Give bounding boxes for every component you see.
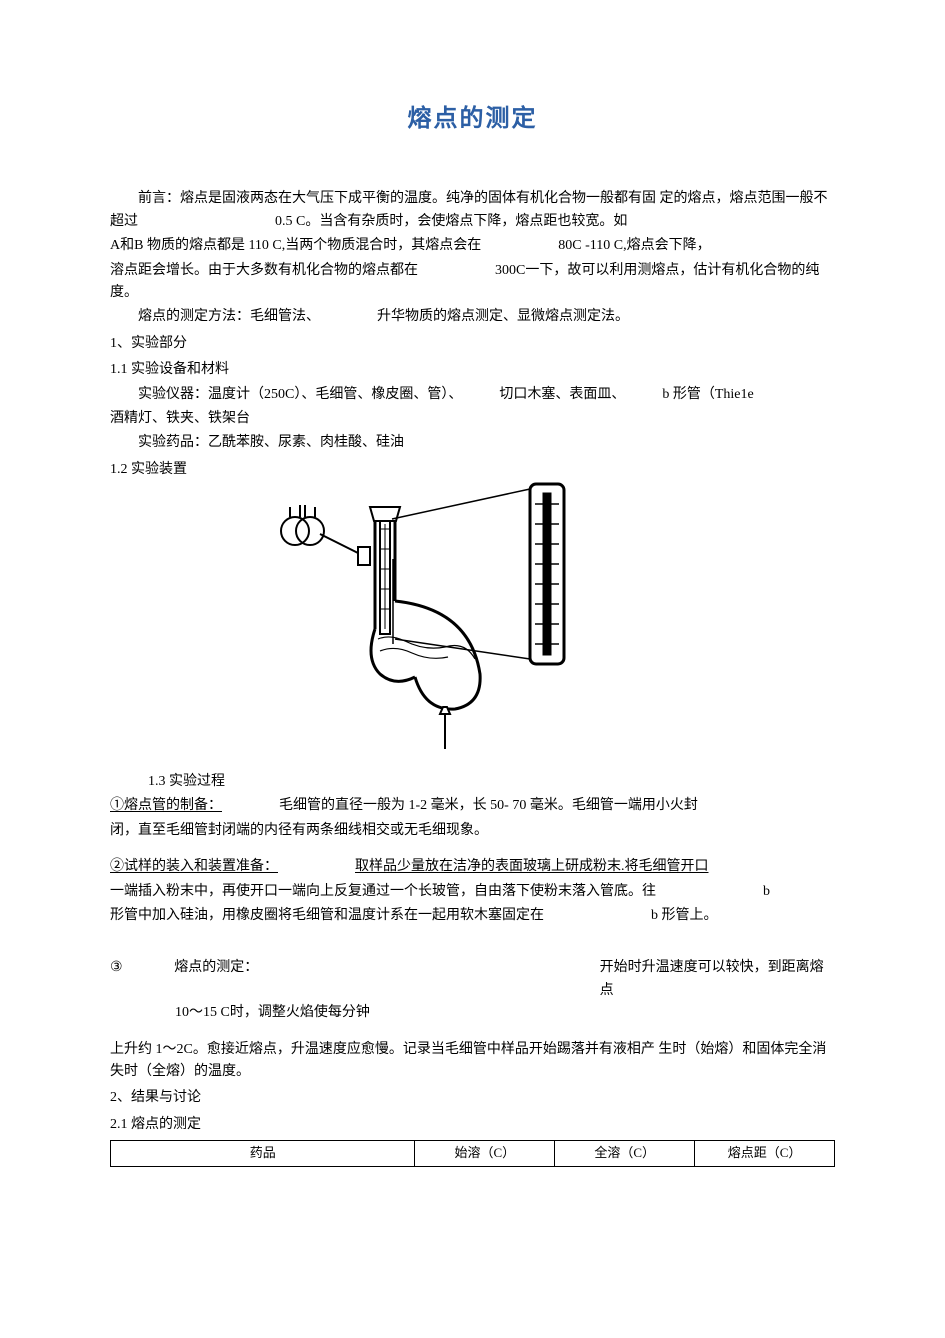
- text: 实验药品：乙酰苯胺、尿素、肉桂酸、硅油: [110, 432, 835, 454]
- text: 酒精灯、铁夹、铁架台: [110, 408, 835, 430]
- section-1-3-head: 1.3 实验过程: [148, 771, 835, 793]
- table-header: 熔点距（C）: [695, 1141, 835, 1167]
- intro-block: 前言：熔点是固液两态在大气压下成平衡的温度。纯净的固体有机化合物一般都有固 定的…: [110, 188, 835, 328]
- text: A和B 物质的熔点都是 110 C,当两个物质混合时，其熔点会在: [110, 238, 481, 253]
- section-1-head: 1、实验部分: [110, 333, 835, 355]
- text: b 形管上。: [651, 908, 718, 923]
- text: 切口木塞、表面皿、: [499, 387, 625, 402]
- text: 80C -110 C,熔点会下降，: [558, 238, 710, 253]
- step-3-label: ③: [110, 957, 174, 1002]
- text: 毛细管的直径一般为 1-2 毫米，长 50- 70 毫米。毛细管一端用小火封: [279, 798, 698, 813]
- table-row: 药品 始溶（C） 全溶（C） 熔点距（C）: [111, 1141, 835, 1167]
- text: 一端插入粉末中，再使开口一端向上反复通过一个长玻管，自由落下使粉末落入管底。往: [110, 884, 656, 899]
- step-3-row: ③ 熔点的测定： 开始时升温速度可以较快，到距离熔点: [110, 957, 835, 1002]
- text: 溶点距会增长。由于大多数有机化合物的熔点都在: [110, 263, 418, 278]
- result-table: 药品 始溶（C） 全溶（C） 熔点距（C）: [110, 1140, 835, 1167]
- step-1-label: ①熔点管的制备：: [110, 798, 222, 813]
- text: 闭，直至毛细管封闭端的内径有两条细线相交或无毛细现象。: [110, 823, 488, 838]
- table-header: 全溶（C）: [555, 1141, 695, 1167]
- text: b: [763, 884, 770, 899]
- text: b 形管（Thie1e: [662, 387, 753, 402]
- text: 升华物质的熔点测定、显微熔点测定法。: [377, 309, 629, 324]
- section-1-2-head: 1.2 实验装置: [110, 459, 210, 481]
- section-2-1-head: 2.1 熔点的测定: [110, 1114, 835, 1136]
- text: 熔点的测定方法：毛细管法、: [138, 309, 320, 324]
- text: 前言：熔点是固液两态在大气压下成平衡的温度。纯净的固体有机化合物一般都有固: [138, 191, 656, 206]
- text: 上升约 1～2C。愈接近熔点，升温速度应愈慢。记录当毛细管中样品开始踢落并有液相…: [110, 1042, 655, 1057]
- section-2-head: 2、结果与讨论: [110, 1087, 835, 1109]
- table-header: 始溶（C）: [415, 1141, 555, 1167]
- text: 实验仪器：温度计（250C）、毛细管、橡皮圈、管）、: [138, 387, 462, 402]
- table-header: 药品: [111, 1141, 415, 1167]
- text: 开始时升温速度可以较快，到距离熔点: [600, 957, 835, 1002]
- text: 取样品少量放在洁净的表面玻璃上研成粉末.将毛细管开口: [355, 859, 709, 874]
- text: 0.5 C。当含有杂质时，会使熔点下降，熔点距也较宽。如: [275, 214, 627, 229]
- text: 10～15 C时，调整火焰使每分钟: [175, 1002, 835, 1024]
- text: 形管中加入硅油，用橡皮圈将毛细管和温度计系在一起用软木塞固定在: [110, 908, 544, 923]
- text: 熔点的测定：: [174, 957, 308, 1002]
- page-title: 熔点的测定: [110, 100, 835, 138]
- apparatus-figure: [230, 459, 590, 767]
- step-2-label: ②试样的装入和装置准备：: [110, 859, 278, 874]
- section-1-1-head: 1.1 实验设备和材料: [110, 359, 835, 381]
- figure-row: 1.2 实验装置: [110, 459, 835, 767]
